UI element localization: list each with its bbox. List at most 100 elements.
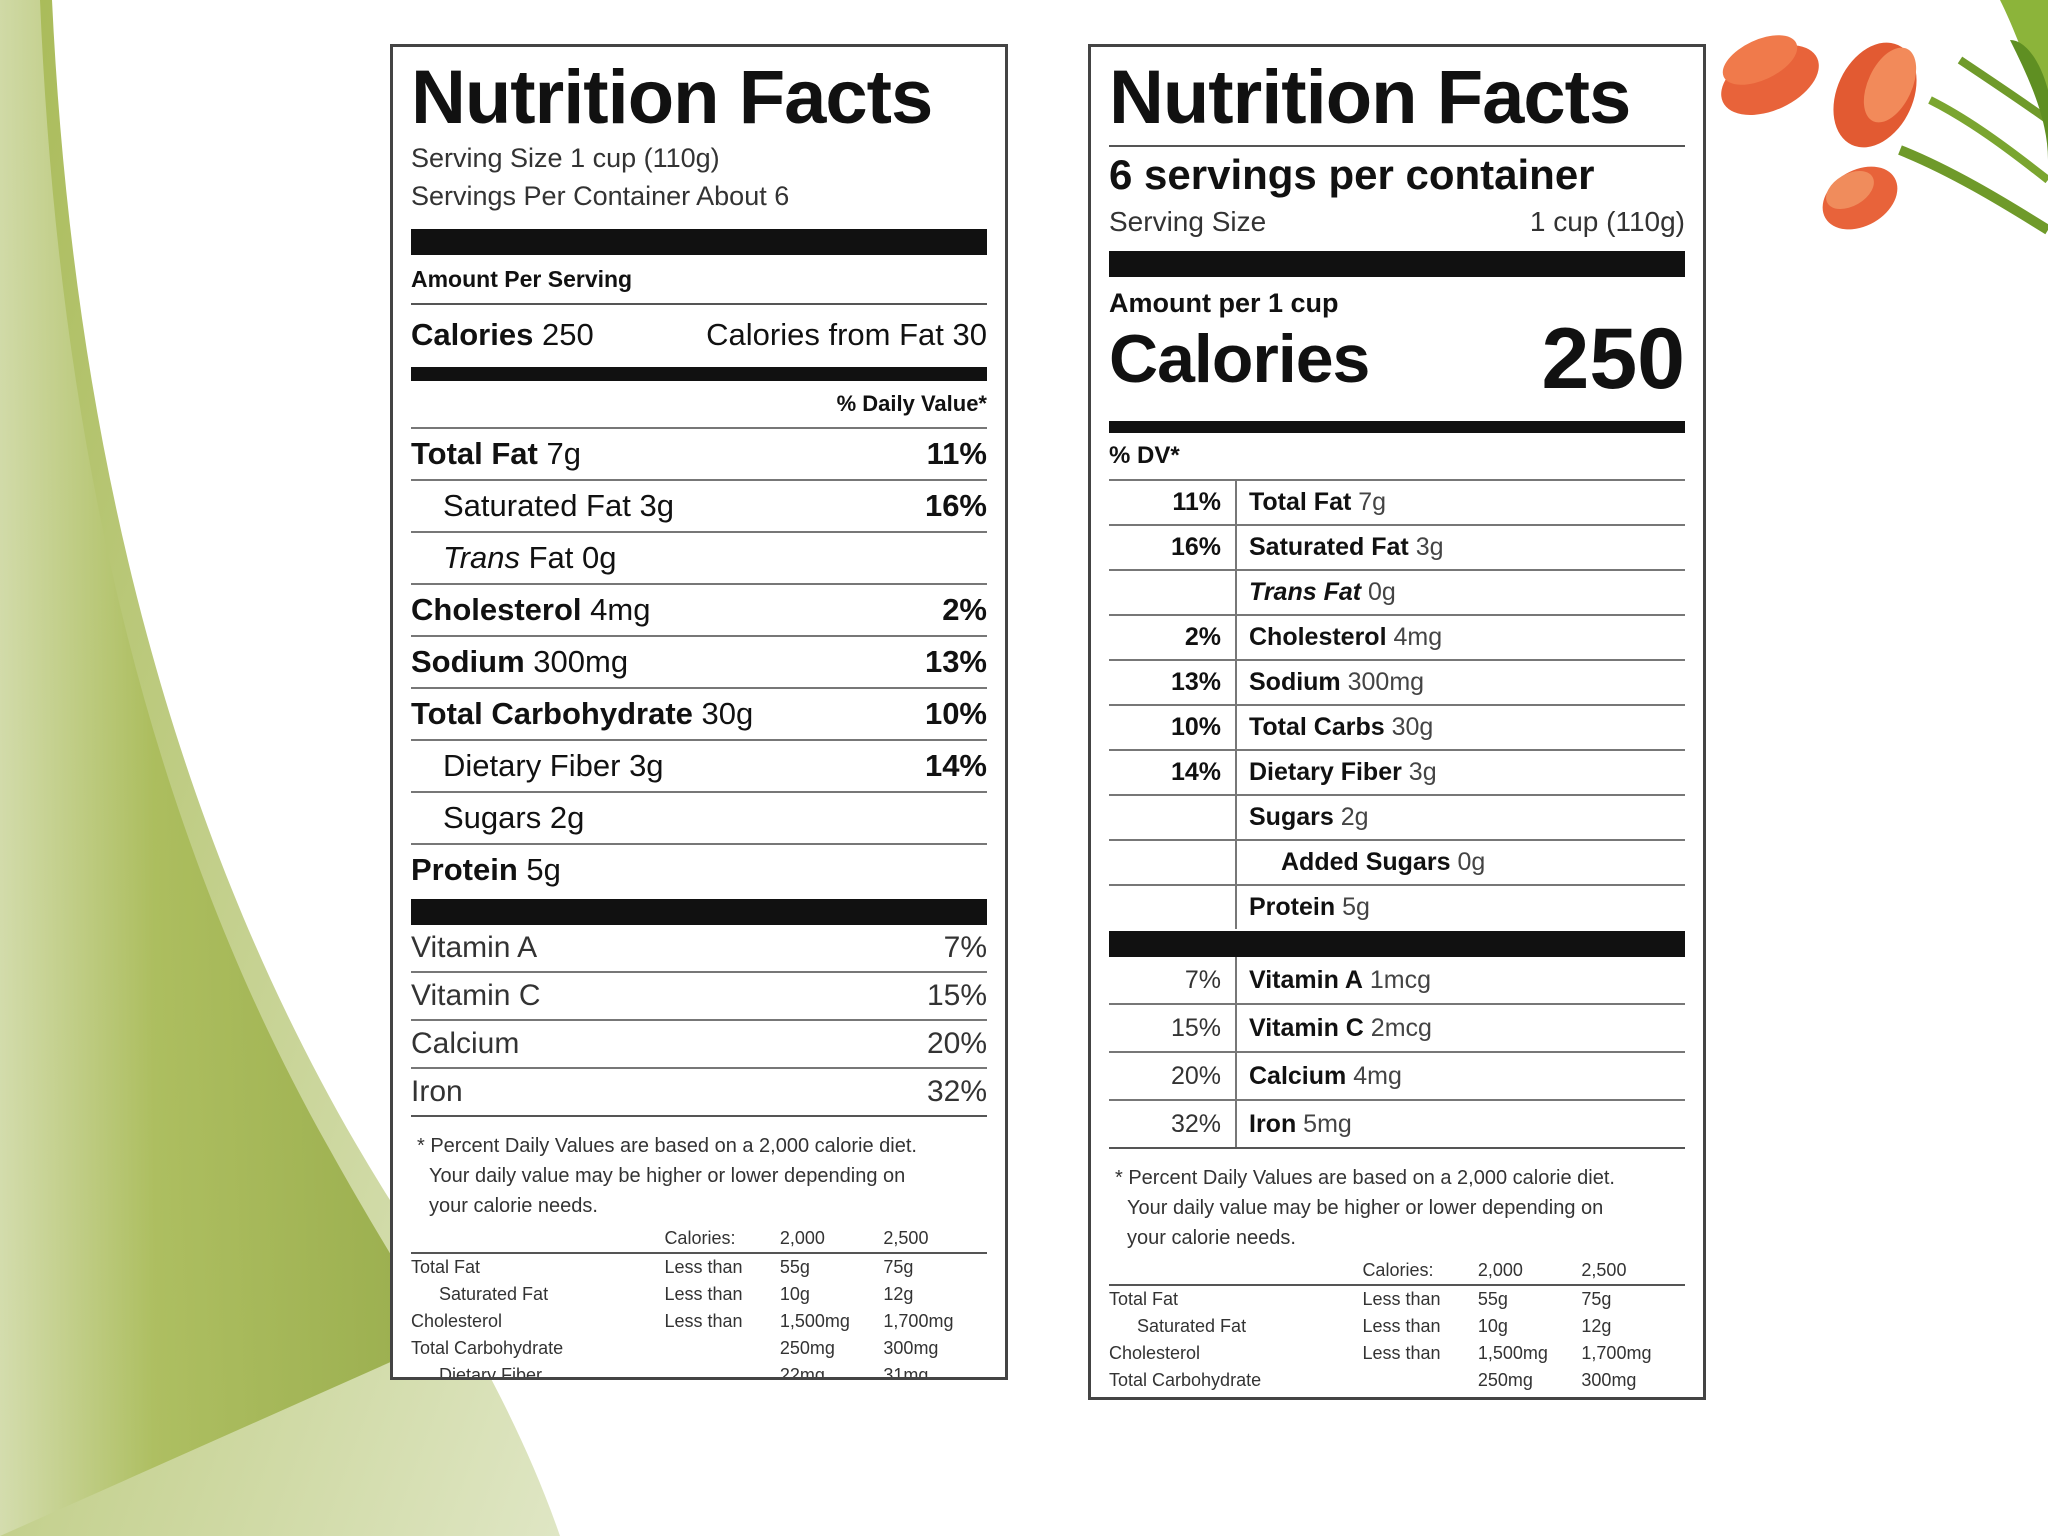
vitamin-row: Vitamin C 15% xyxy=(411,971,987,1019)
new-serving-size-value: 1 cup (110g) xyxy=(1529,206,1685,237)
new-serving-size-label: Serving Size xyxy=(1109,206,1267,237)
nutrient-amount: 2g xyxy=(549,800,585,835)
nutrient-amount: 7g xyxy=(546,436,581,471)
nutrient-name: Cholesterol xyxy=(1249,623,1387,651)
thick-divider xyxy=(411,367,987,381)
new-vitamin-list: 7% Vitamin A 1mcg 15% Vitamin C 2mcg 20% Calc… xyxy=(1109,957,1685,1147)
nutrient-name: Sodium xyxy=(411,644,525,679)
new-label-title: Nutrition Facts xyxy=(1109,55,1631,140)
old-footnote: * Percent Daily Values are based on a 2,… xyxy=(411,1131,987,1221)
nutrient-label: Trans Fat 0g xyxy=(1237,578,1396,607)
dv-table-value-2000: 10g xyxy=(1477,1316,1508,1336)
nutrient-amount: 3g xyxy=(629,748,664,783)
dv-table-nutrient: Total Fat xyxy=(411,1257,481,1277)
old-nutrition-label: Nutrition Facts Serving Size 1 cup (110g… xyxy=(390,44,1008,1380)
nutrient-row: Saturated Fat 3g 16% xyxy=(411,479,987,531)
dv-table-nutrient: Total Carbohydrate xyxy=(411,1338,564,1358)
old-servings-per-container: Servings Per Container About 6 xyxy=(411,181,790,211)
nutrient-percent-value: 14% xyxy=(1170,758,1221,786)
nutrient-name: Sugars xyxy=(1249,803,1334,831)
dv-table-value-2500: 75g xyxy=(1581,1289,1612,1309)
nutrient-percent xyxy=(1109,571,1237,614)
dv-table-nutrient: Saturated Fat xyxy=(1137,1316,1247,1336)
old-serving-size: Serving Size 1 cup (110g) xyxy=(411,143,720,173)
dv-table-value-2500: 300mg xyxy=(883,1338,939,1358)
vitamin-name: Vitamin C xyxy=(411,979,541,1012)
vitamin-percent: 7% xyxy=(943,931,987,964)
nutrient-row: 2% Cholesterol 4mg xyxy=(1109,614,1685,659)
new-servings-per-container: 6 servings per container xyxy=(1109,151,1595,198)
new-calories-value: 250 xyxy=(1541,310,1686,407)
vitamin-row: 15% Vitamin C 2mcg xyxy=(1109,1003,1685,1051)
nutrient-amount: 2g xyxy=(1340,803,1369,831)
dv-table-header: Calories: 2,000 2,500 xyxy=(1109,1257,1685,1286)
nutrient-percent: 10% xyxy=(1109,706,1237,749)
divider xyxy=(411,1115,987,1117)
divider xyxy=(1109,145,1685,147)
nutrient-percent: 16% xyxy=(924,488,987,523)
nutrient-label: Added Sugars 0g xyxy=(1237,848,1485,877)
nutrient-amount: 0g xyxy=(1368,578,1396,606)
vitamin-amount: 5mg xyxy=(1303,1109,1352,1138)
nutrient-percent xyxy=(1109,796,1237,839)
nutrient-row: Sugars 2g xyxy=(1109,794,1685,839)
vitamin-row: 7% Vitamin A 1mcg xyxy=(1109,957,1685,1003)
vitamin-name: Iron xyxy=(411,1075,463,1108)
nutrient-amount: 300mg xyxy=(1347,668,1425,696)
dv-table-row: Total Fat Less than 55g 75g xyxy=(411,1253,987,1281)
nutrient-percent: 11% xyxy=(1109,481,1237,524)
dv-table-nutrient: Cholesterol xyxy=(411,1311,503,1331)
divider xyxy=(1109,1147,1685,1149)
old-dv-table: Calories: 2,000 2,500 Total Fat Less than 55g… xyxy=(411,1225,987,1377)
dv-table-nutrient: Saturated Fat xyxy=(439,1284,549,1304)
nutrient-amount: 3g xyxy=(639,488,674,523)
new-calories-label: Calories xyxy=(1109,321,1370,397)
nutrient-row: Sugars 2g xyxy=(411,791,987,843)
nutrient-row: 10% Total Carbs 30g xyxy=(1109,704,1685,749)
nutrient-label: Sugars 2g xyxy=(1237,803,1369,832)
old-label-title: Nutrition Facts xyxy=(411,55,933,140)
vitamin-percent: 32% xyxy=(1109,1101,1237,1147)
dv-table-header-cell: Calories: xyxy=(664,1225,780,1254)
vitamin-name: Calcium xyxy=(411,1027,520,1060)
vitamin-row: Calcium 20% xyxy=(411,1019,987,1067)
dv-table-value-2000: 250mg xyxy=(779,1338,835,1358)
dv-table-value-2500: 1,700mg xyxy=(883,1311,954,1331)
vitamin-row: 32% Iron 5mg xyxy=(1109,1099,1685,1147)
dv-table-nutrient: Cholesterol xyxy=(1109,1343,1201,1363)
dv-table-header-cell: Calories: xyxy=(1362,1257,1478,1286)
nutrient-percent: 14% xyxy=(924,748,987,783)
nutrient-percent-value: 13% xyxy=(1170,668,1221,696)
dv-table-row: Saturated Fat Less than 10g 12g xyxy=(411,1281,987,1308)
dv-table-value-2000: 55g xyxy=(1477,1289,1508,1309)
vitamin-percent: 7% xyxy=(1109,957,1237,1003)
nutrient-label: Protein 5g xyxy=(1237,893,1370,922)
dv-table-header-cell xyxy=(1109,1257,1363,1286)
old-calories-from-fat: Calories from Fat 30 xyxy=(706,317,987,352)
footnote-line: your calorie needs. xyxy=(1127,1227,1296,1249)
nutrient-percent: 10% xyxy=(924,696,987,731)
thick-divider xyxy=(411,229,987,255)
nutrient-name: Saturated Fat xyxy=(443,488,631,523)
nutrient-amount: 7g xyxy=(1358,488,1387,516)
dv-table-row: Total Carbohydrate 250mg 300mg xyxy=(1109,1367,1685,1394)
nutrient-label: Sodium 300mg xyxy=(1237,668,1424,697)
dv-table-value-2000: 10g xyxy=(779,1284,810,1304)
dv-table-row: Total Carbohydrate 250mg 300mg xyxy=(411,1335,987,1362)
nutrient-label: Total Carbs 30g xyxy=(1237,713,1433,742)
dv-table-qualifier: Less than xyxy=(664,1311,743,1331)
dv-table-header-cell: 2,500 xyxy=(1581,1257,1685,1286)
vitamin-percent: 20% xyxy=(1109,1053,1237,1099)
vitamin-name: Iron xyxy=(1249,1109,1297,1138)
vitamin-percent: 20% xyxy=(926,1027,987,1060)
nutrient-amount: 300mg xyxy=(533,644,629,679)
nutrient-row: Protein 5g xyxy=(411,843,987,895)
nutrient-name: Added Sugars xyxy=(1281,848,1451,876)
nutrient-label: Total Carbohydrate 30g xyxy=(411,696,753,732)
dv-table-value-2000: 1,500mg xyxy=(1477,1343,1548,1363)
vitamin-amount: 1mcg xyxy=(1369,965,1432,994)
nutrient-percent: 14% xyxy=(1109,751,1237,794)
nutrient-label: Total Fat 7g xyxy=(411,436,581,472)
